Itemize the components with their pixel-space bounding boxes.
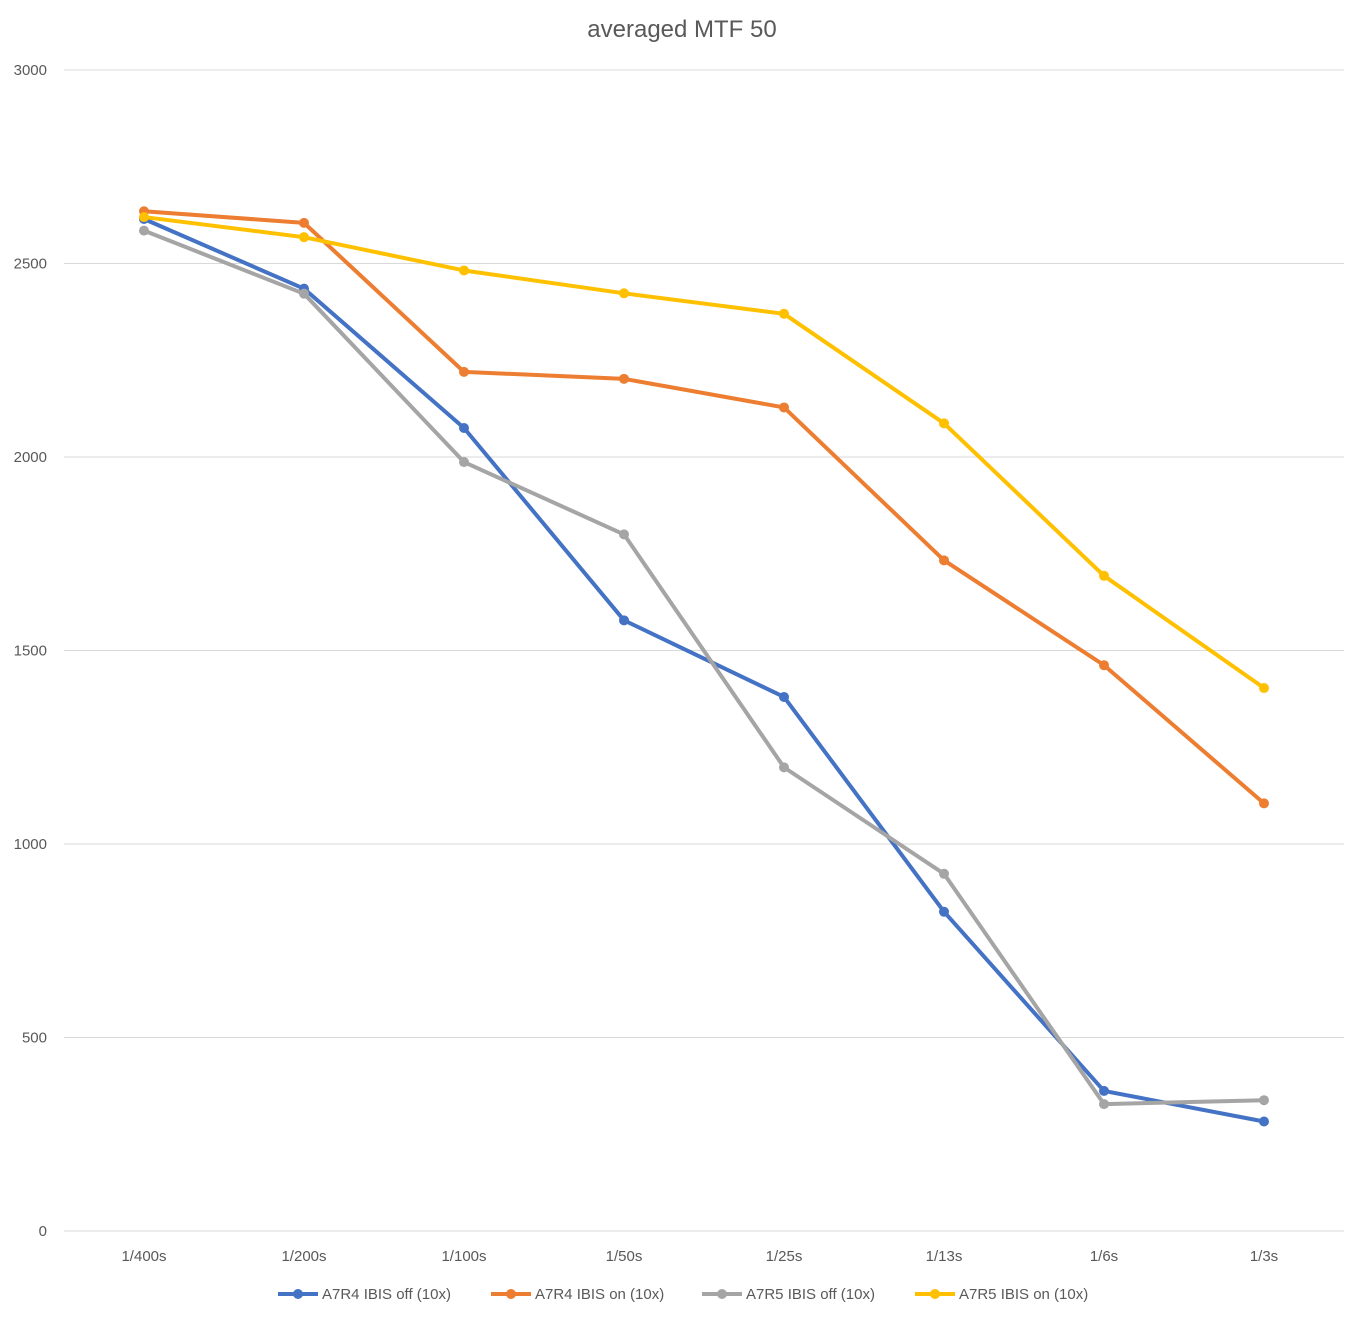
data-point — [1259, 1116, 1269, 1127]
legend-swatch-marker — [506, 1289, 516, 1299]
series-line — [142, 209, 1266, 806]
series-lines — [139, 206, 1269, 1127]
x-tick-label: 1/200s — [281, 1248, 326, 1265]
data-point — [459, 366, 469, 377]
legend-swatch-marker — [717, 1289, 727, 1299]
data-point — [1099, 1099, 1109, 1110]
data-point — [459, 265, 469, 276]
data-point — [619, 288, 629, 299]
data-point — [459, 457, 469, 468]
data-point — [299, 217, 309, 228]
legend-item: A7R4 IBIS off (10x) — [278, 1286, 451, 1303]
x-tick-label: 1/3s — [1250, 1248, 1278, 1265]
series-group — [139, 213, 1269, 1127]
legend-label: A7R4 IBIS off (10x) — [322, 1286, 451, 1303]
data-point — [1259, 683, 1269, 694]
y-tick-label: 500 — [22, 1030, 47, 1047]
series-line — [142, 215, 1266, 691]
legend-item: A7R4 IBIS on (10x) — [491, 1286, 664, 1303]
data-point — [299, 288, 309, 299]
data-point — [939, 868, 949, 879]
legend-item: A7R5 IBIS off (10x) — [702, 1286, 875, 1303]
series-group — [139, 225, 1269, 1110]
legend-label: A7R4 IBIS on (10x) — [535, 1286, 664, 1303]
y-tick-label: 2000 — [14, 449, 47, 466]
legend-swatch-marker — [293, 1289, 303, 1299]
gridlines — [64, 69, 1344, 1232]
legend-label: A7R5 IBIS off (10x) — [746, 1286, 875, 1303]
data-point — [299, 232, 309, 243]
data-point — [1099, 1085, 1109, 1096]
x-tick-label: 1/400s — [121, 1248, 166, 1265]
x-tick-label: 1/25s — [766, 1248, 803, 1265]
y-axis: 0 500 1000 1500 2000 2500 3000 — [14, 62, 47, 1240]
data-point — [619, 615, 629, 626]
x-tick-label: 1/100s — [441, 1248, 486, 1265]
x-tick-label: 1/6s — [1090, 1248, 1118, 1265]
legend-item: A7R5 IBIS on (10x) — [915, 1286, 1088, 1303]
legend-swatch-marker — [930, 1289, 940, 1299]
data-point — [619, 373, 629, 384]
data-point — [1259, 798, 1269, 809]
series-line — [142, 228, 1266, 1107]
data-point — [779, 308, 789, 319]
y-tick-label: 0 — [39, 1223, 47, 1240]
data-point — [1259, 1095, 1269, 1106]
data-point — [939, 555, 949, 566]
series-line — [142, 216, 1266, 1124]
data-point — [779, 402, 789, 413]
legend: A7R4 IBIS off (10x) A7R4 IBIS on (10x) A7R… — [278, 1286, 1088, 1303]
y-tick-label: 1000 — [14, 836, 47, 853]
legend-label: A7R5 IBIS on (10x) — [959, 1286, 1088, 1303]
x-tick-label: 1/13s — [926, 1248, 963, 1265]
data-point — [939, 418, 949, 429]
x-tick-label: 1/50s — [606, 1248, 643, 1265]
series-group — [139, 212, 1269, 694]
data-point — [619, 529, 629, 540]
chart-title: averaged MTF 50 — [587, 16, 776, 43]
data-point — [139, 212, 149, 223]
y-tick-label: 2500 — [14, 256, 47, 273]
data-point — [939, 906, 949, 917]
data-point — [1099, 660, 1109, 671]
data-point — [779, 691, 789, 702]
data-point — [1099, 570, 1109, 581]
data-point — [139, 225, 149, 236]
data-point — [779, 762, 789, 773]
y-tick-label: 1500 — [14, 643, 47, 660]
x-axis: 1/400s 1/200s 1/100s 1/50s 1/25s 1/13s 1/6s 1/3… — [121, 1248, 1278, 1265]
data-point — [459, 422, 469, 433]
y-tick-label: 3000 — [14, 62, 47, 79]
